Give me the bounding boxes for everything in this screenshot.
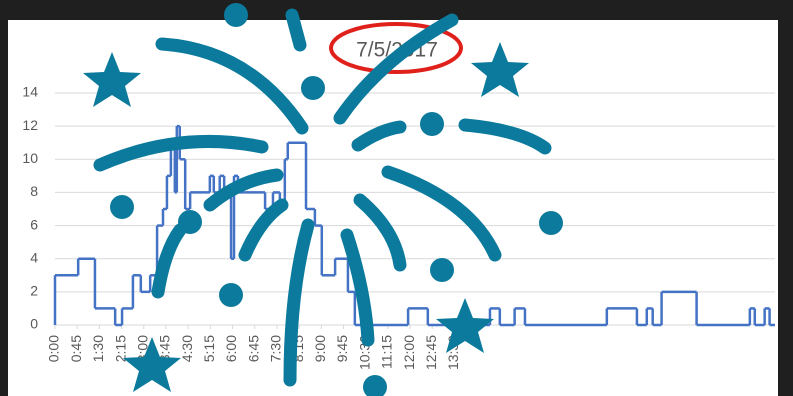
- x-tick-label: 9:00: [312, 335, 328, 362]
- x-tick-label: 6:45: [245, 335, 261, 362]
- x-tick-label: 0:00: [46, 335, 62, 362]
- x-tick-label: 12:00: [401, 335, 417, 370]
- y-tick-label: 2: [30, 283, 38, 299]
- y-tick-label: 12: [22, 117, 38, 133]
- x-tick-label: 12:45: [423, 335, 439, 370]
- y-tick-label: 6: [30, 216, 38, 232]
- x-tick-label: 5:15: [201, 335, 217, 362]
- y-tick-label: 14: [22, 84, 38, 100]
- x-tick-label: 6:00: [223, 335, 239, 362]
- x-tick-label: 2:15: [112, 335, 128, 362]
- x-tick-label: 1:30: [90, 335, 106, 362]
- x-tick-label: 0:45: [68, 335, 84, 362]
- y-tick-label: 8: [30, 183, 38, 199]
- x-tick-label: 3:45: [157, 335, 173, 362]
- x-tick-label: 9:45: [334, 335, 350, 362]
- chart-area: [8, 20, 778, 396]
- x-tick-label: 4:30: [179, 335, 195, 362]
- x-tick-label: 11:15: [379, 335, 395, 369]
- y-tick-label: 4: [30, 249, 38, 265]
- highlight-ellipse: [329, 22, 463, 74]
- y-tick-label: 0: [30, 316, 38, 332]
- x-tick-label: 7:30: [268, 335, 284, 362]
- fireworks: [83, 3, 563, 396]
- y-tick-label: 10: [22, 150, 38, 166]
